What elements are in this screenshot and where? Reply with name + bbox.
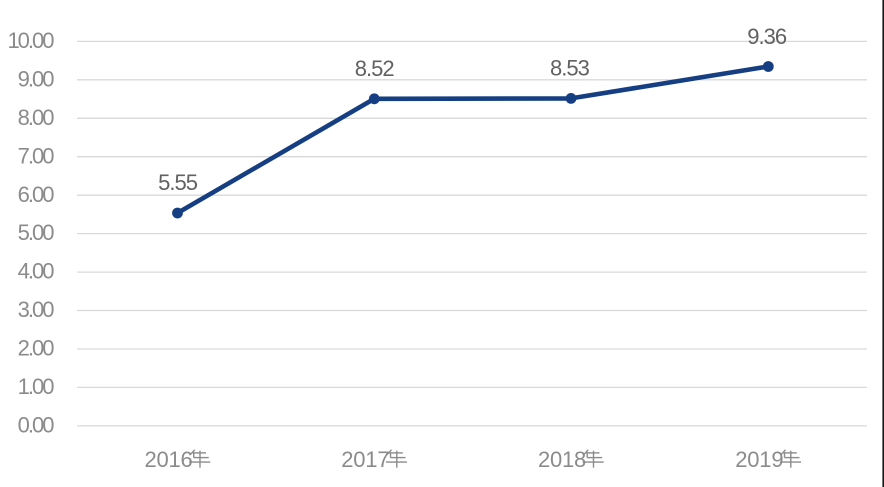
svg-text:4.00: 4.00 <box>18 259 55 284</box>
svg-text:8.53: 8.53 <box>550 56 590 81</box>
svg-text:0.00: 0.00 <box>18 413 55 438</box>
svg-text:6.00: 6.00 <box>18 182 55 207</box>
svg-text:8.52: 8.52 <box>355 56 395 81</box>
svg-text:7.00: 7.00 <box>18 143 55 168</box>
svg-text:2018: 2018 <box>538 447 586 472</box>
svg-text:1.00: 1.00 <box>18 374 55 399</box>
svg-text:5.00: 5.00 <box>18 220 55 245</box>
svg-text:2017: 2017 <box>341 447 389 472</box>
svg-text:3.00: 3.00 <box>18 297 55 322</box>
svg-text:2016: 2016 <box>144 447 192 472</box>
svg-text:9.00: 9.00 <box>18 67 55 92</box>
svg-text:10.00: 10.00 <box>7 28 54 53</box>
svg-text:2019: 2019 <box>735 447 783 472</box>
svg-text:5.55: 5.55 <box>158 170 198 195</box>
svg-text:8.00: 8.00 <box>18 105 55 130</box>
svg-text:9.36: 9.36 <box>747 24 787 49</box>
svg-text:2.00: 2.00 <box>18 336 55 361</box>
